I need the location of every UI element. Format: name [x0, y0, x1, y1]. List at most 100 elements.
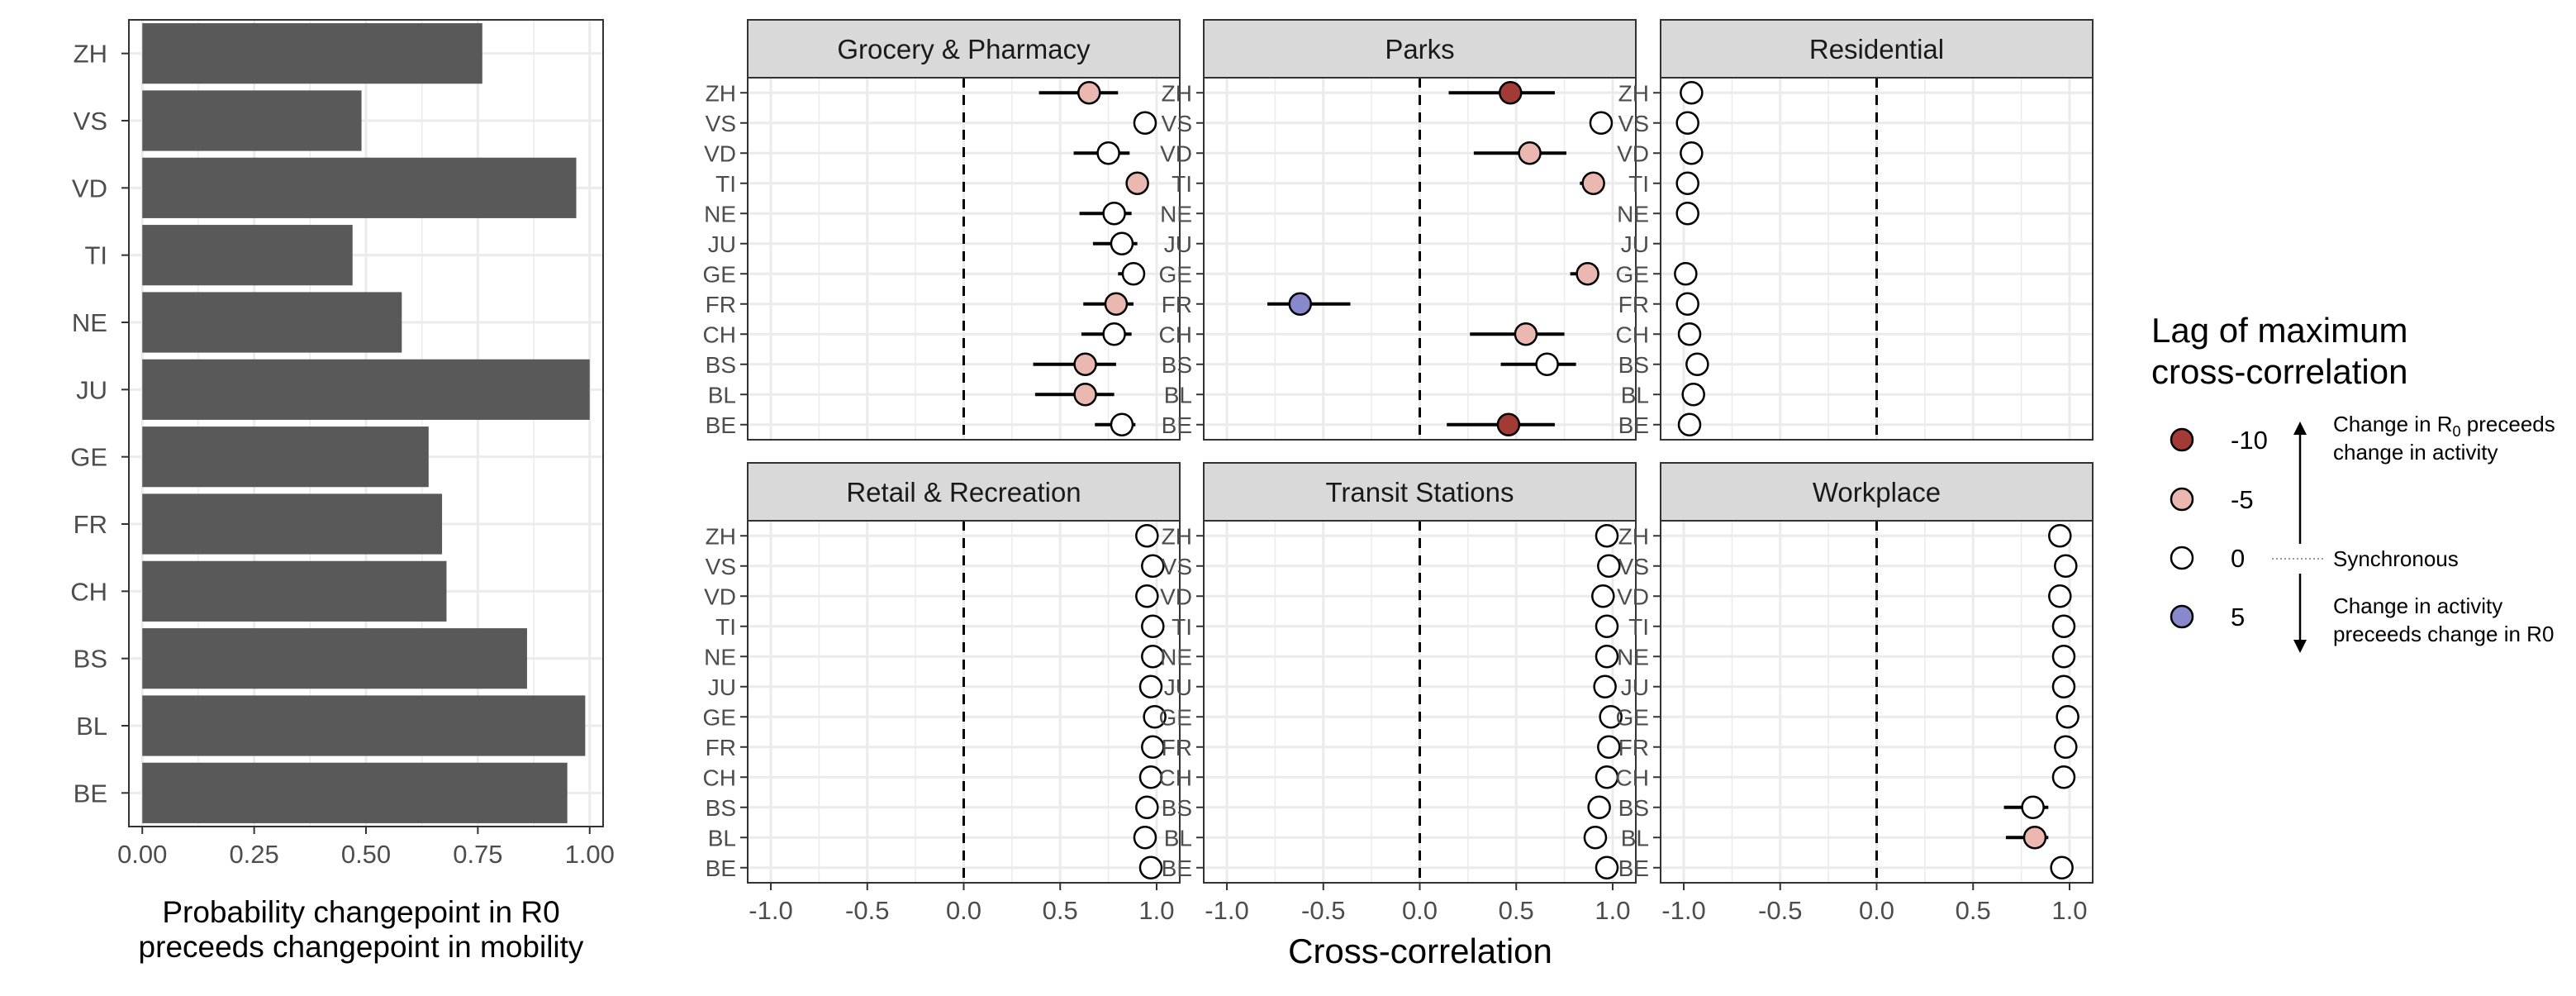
- annotation-up-subscript: 0: [2453, 423, 2461, 440]
- point-vs: [1675, 111, 1699, 135]
- facet-y-tick-label: VD: [1160, 141, 1192, 166]
- point-zh: [1595, 524, 1619, 548]
- point-ne: [1595, 645, 1619, 669]
- bar-bl: [142, 695, 586, 756]
- facet-y-tick-label: NE: [704, 201, 736, 226]
- point-vd: [1096, 141, 1120, 165]
- bar-y-tick-label: BS: [74, 645, 107, 674]
- facet-y-tick-label: BS: [1618, 352, 1649, 378]
- point-bl: [1073, 383, 1097, 407]
- point-vd: [1591, 584, 1615, 608]
- facet-y-tick-label: JU: [708, 231, 736, 257]
- legend-key-lag-1: [2170, 487, 2194, 512]
- point-vs: [1597, 554, 1621, 578]
- facet-y-tick-label: VS: [1162, 554, 1192, 579]
- facet-strip: [1203, 19, 1637, 79]
- facet-y-tick-label: BL: [708, 382, 736, 407]
- point-ch: [1102, 322, 1126, 346]
- facet-y-tick-label: BE: [1162, 855, 1192, 881]
- facet-y-tick-label: BE: [1162, 412, 1192, 438]
- point-ne: [2051, 645, 2076, 669]
- point-be: [1496, 412, 1521, 436]
- point-bs: [1135, 795, 1159, 819]
- facet-x-tick-label: -1.0: [1661, 896, 1705, 925]
- facet-title: Retail & Recreation: [846, 477, 1081, 508]
- facet-title: Parks: [1385, 34, 1454, 64]
- point-be: [1110, 412, 1134, 436]
- facet-y-tick-label: GE: [1616, 704, 1649, 730]
- bar-y-tick-label: CH: [70, 577, 107, 606]
- facet-x-tick-label: 0.0: [1859, 896, 1894, 925]
- point-ch: [1595, 765, 1619, 789]
- point-vd: [1680, 141, 1704, 165]
- bar-x-tick-label: 0.25: [229, 840, 278, 869]
- point-bs: [1535, 352, 1559, 376]
- facet-y-tick-label: VS: [1162, 111, 1192, 136]
- bar-ch: [142, 560, 447, 622]
- bar-x-tick-label: 0.75: [453, 840, 502, 869]
- facet-y-tick-label: NE: [704, 644, 736, 670]
- bar-x-axis-title: preceeds changepoint in mobility: [139, 930, 584, 964]
- facet-y-tick-label: CH: [1159, 765, 1192, 790]
- facet-y-tick-label: BL: [708, 825, 736, 851]
- facet-title: Residential: [1809, 34, 1944, 64]
- point-vd: [1518, 141, 1542, 165]
- facet-y-tick-label: GE: [1159, 704, 1192, 730]
- facet-y-tick-label: NE: [1617, 644, 1649, 670]
- point-fr: [1288, 292, 1312, 316]
- legend-label: -5: [2231, 485, 2254, 514]
- bar-y-tick-label: VS: [74, 107, 107, 136]
- facet-y-tick-label: ZH: [1618, 523, 1649, 549]
- annotation-down-line: Change in activity: [2333, 593, 2502, 618]
- bar-x-tick-label: 0.00: [117, 840, 167, 869]
- legend-title: cross-correlation: [2151, 352, 2407, 391]
- facet-strip: [1660, 462, 2094, 522]
- facet-y-tick-label: NE: [1160, 644, 1192, 670]
- bar-x-axis-title: Probability changepoint in R0: [162, 895, 559, 929]
- facet-y-tick-label: TI: [715, 171, 736, 197]
- legend-title: Lag of maximum: [2151, 311, 2407, 350]
- facet-y-tick-label: VS: [706, 111, 736, 136]
- point-bl: [2022, 826, 2047, 850]
- facet-x-tick-label: 0.5: [1043, 896, 1078, 925]
- bar-y-tick-label: FR: [74, 510, 107, 539]
- facet-y-tick-label: BE: [1618, 855, 1649, 881]
- facet-y-tick-label: NE: [1160, 201, 1192, 226]
- facet-strip: [1660, 19, 2094, 79]
- facet-x-tick-label: 1.0: [1138, 896, 1174, 925]
- legend-label: 0: [2231, 544, 2245, 573]
- bar-y-tick-label: NE: [72, 308, 107, 337]
- facet-y-tick-label: TI: [1172, 171, 1192, 197]
- annotation-up-part: Change in R: [2333, 412, 2453, 436]
- point-ge: [1674, 262, 1698, 286]
- point-zh: [2048, 524, 2072, 548]
- point-ju: [1593, 674, 1617, 698]
- point-ge: [1121, 262, 1146, 286]
- facet-y-tick-label: CH: [1616, 765, 1649, 790]
- bar-vs: [142, 90, 362, 151]
- point-be: [1595, 855, 1619, 879]
- facet-y-tick-label: GE: [703, 704, 736, 730]
- point-ti: [1581, 171, 1605, 195]
- point-ti: [1595, 614, 1619, 638]
- facet-y-tick-label: VD: [704, 141, 736, 166]
- facet-panel-border: [1660, 77, 2094, 441]
- point-bl: [1681, 383, 1705, 407]
- facet-y-tick-label: FR: [1162, 735, 1192, 760]
- facet-y-tick-label: VD: [704, 584, 736, 609]
- facet-residential: Residential ZH VS VD TI NE JU GE FR CH BS BL BE: [1616, 19, 2094, 441]
- facet-panel-border: [1203, 77, 1637, 441]
- facet-y-tick-label: ZH: [1618, 80, 1649, 106]
- bar-ju: [142, 359, 590, 420]
- facet-title: Workplace: [1813, 477, 1941, 508]
- facet-y-tick-label: TI: [1628, 171, 1649, 197]
- facet-strip: [747, 462, 1181, 522]
- point-fr: [1104, 292, 1129, 316]
- point-zh: [1077, 81, 1101, 105]
- bar-vd: [142, 157, 577, 218]
- facet-transit-stations: Transit Stations ZH VS VD TI NE JU GE FR CH BS BL BE…: [1159, 462, 1637, 925]
- point-bl: [1583, 826, 1608, 850]
- bar-bs: [142, 628, 527, 689]
- facet-panel-border: [747, 77, 1181, 441]
